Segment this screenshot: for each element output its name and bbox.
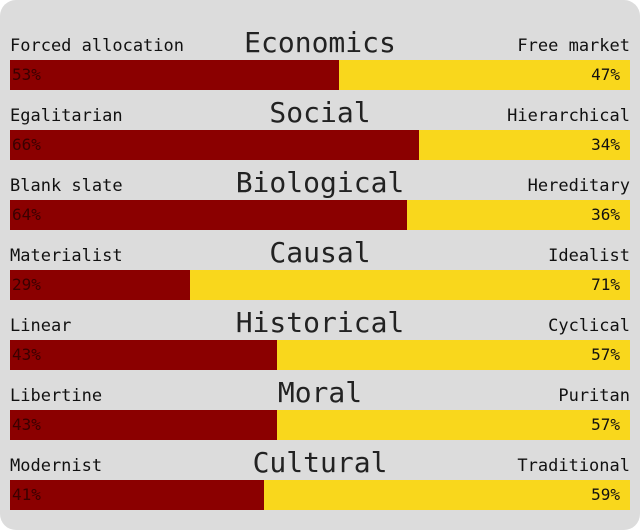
left-bar-fill: 66% (10, 130, 420, 160)
left-percentage: 43% (12, 345, 41, 364)
axis-biological: Biological Blank slate Hereditary 64% 36… (10, 166, 630, 240)
left-bar-fill: 53% (10, 60, 339, 90)
axis-title: Biological (235, 166, 405, 199)
right-bar-fill: 57% (276, 340, 630, 370)
right-bar-fill: 59% (264, 480, 630, 510)
left-percentage: 41% (12, 485, 41, 504)
axis-right-label: Cyclical (548, 316, 630, 336)
axis-left-label: Blank slate (10, 176, 123, 196)
right-bar-fill: 57% (276, 410, 630, 440)
axis-bar: 29% 71% (10, 270, 630, 300)
axis-right-label: Free market (517, 36, 630, 56)
axis-bar: 43% 57% (10, 340, 630, 370)
axis-title: Moral (277, 376, 363, 409)
right-bar-fill: 71% (189, 270, 630, 300)
axis-left-label: Modernist (10, 456, 103, 476)
left-percentage: 66% (12, 135, 41, 154)
axis-right-label: Puritan (558, 386, 630, 406)
axis-title: Causal (269, 236, 371, 269)
axis-left-label: Libertine (10, 386, 103, 406)
axis-left-label: Egalitarian (10, 106, 123, 126)
right-bar-fill: 36% (406, 200, 630, 230)
axis-right-label: Idealist (548, 246, 630, 266)
axis-title: Cultural (252, 446, 388, 479)
axis-bar: 66% 34% (10, 130, 630, 160)
right-bar-fill: 34% (419, 130, 630, 160)
left-bar-fill: 43% (10, 340, 277, 370)
right-percentage: 59% (591, 485, 620, 504)
axis-bar: 53% 47% (10, 60, 630, 90)
axis-social: Social Egalitarian Hierarchical 66% 34% (10, 96, 630, 170)
axis-left-label: Linear (10, 316, 72, 336)
axis-left-label: Materialist (10, 246, 123, 266)
axis-right-label: Hereditary (527, 176, 630, 196)
axis-causal: Causal Materialist Idealist 29% 71% (10, 236, 630, 310)
axis-historical: Historical Linear Cyclical 43% 57% (10, 306, 630, 380)
axis-right-label: Traditional (517, 456, 630, 476)
right-percentage: 57% (591, 415, 620, 434)
axis-bar: 43% 57% (10, 410, 630, 440)
axis-moral: Moral Libertine Puritan 43% 57% (10, 376, 630, 450)
left-percentage: 43% (12, 415, 41, 434)
left-percentage: 29% (12, 275, 41, 294)
axis-cultural: Cultural Modernist Traditional 41% 59% (10, 446, 630, 520)
axis-title: Historical (235, 306, 405, 339)
axis-title: Economics (244, 26, 396, 59)
axis-economics: Economics Forced allocation Free market … (10, 26, 630, 100)
axis-bar: 41% 59% (10, 480, 630, 510)
left-bar-fill: 29% (10, 270, 190, 300)
right-bar-fill: 47% (338, 60, 630, 90)
left-percentage: 64% (12, 205, 41, 224)
axis-right-label: Hierarchical (507, 106, 630, 126)
axis-bar: 64% 36% (10, 200, 630, 230)
right-percentage: 57% (591, 345, 620, 364)
right-percentage: 34% (591, 135, 620, 154)
right-percentage: 71% (591, 275, 620, 294)
left-bar-fill: 41% (10, 480, 265, 510)
left-bar-fill: 43% (10, 410, 277, 440)
left-bar-fill: 64% (10, 200, 407, 230)
axis-left-label: Forced allocation (10, 36, 184, 56)
right-percentage: 36% (591, 205, 620, 224)
left-percentage: 53% (12, 65, 41, 84)
axis-title: Social (269, 96, 371, 129)
right-percentage: 47% (591, 65, 620, 84)
